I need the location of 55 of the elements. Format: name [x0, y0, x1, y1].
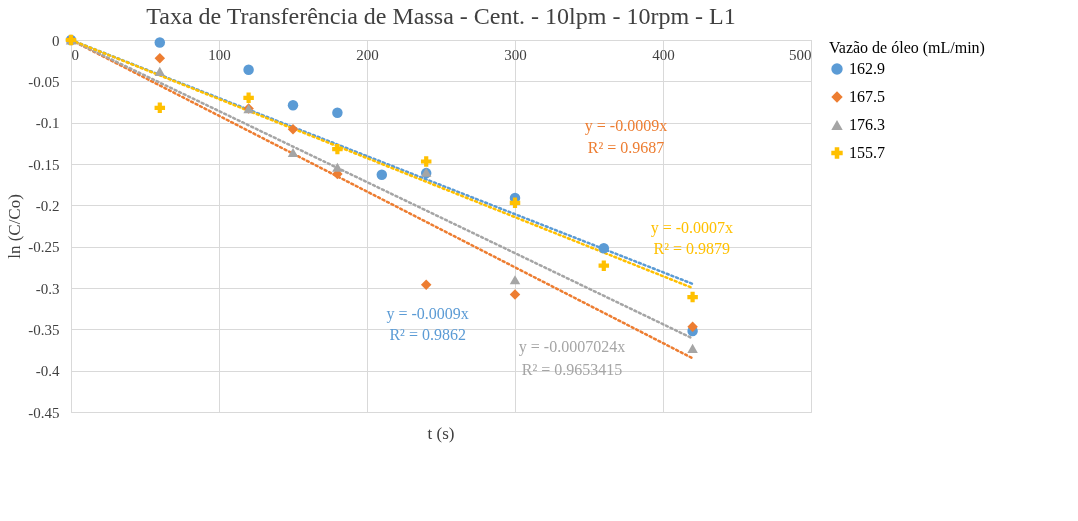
point	[509, 197, 521, 209]
y-tick-label: -0.25	[28, 239, 60, 256]
annotation: R² = 0.9687	[587, 138, 665, 156]
point	[154, 102, 166, 114]
point	[420, 156, 432, 167]
annotation: y = -0.0009x	[386, 305, 469, 324]
legend-label: 162.9	[849, 60, 885, 77]
legend-label: 176.3	[849, 116, 885, 133]
x-tick-label: 400	[652, 46, 675, 63]
legend-label: 155.7	[849, 144, 885, 161]
y-tick-label: -0.3	[35, 280, 60, 297]
annotation: y = -0.0009x	[584, 116, 668, 135]
point	[598, 260, 610, 271]
point	[243, 64, 254, 75]
point	[154, 52, 166, 64]
y-tick-label: -0.05	[28, 73, 60, 90]
point	[687, 291, 698, 303]
point	[243, 92, 254, 104]
y-tick-label: -0.2	[35, 197, 60, 214]
annotation: y = -0.0007024x	[518, 337, 626, 356]
x-tick-label: 0	[71, 46, 79, 63]
point	[598, 243, 610, 254]
annotation: R² = 0.9862	[389, 326, 466, 343]
x-tick-label: 200	[356, 46, 379, 63]
y-tick-label: 0	[52, 32, 60, 49]
point	[687, 321, 698, 333]
point	[287, 147, 299, 157]
point	[420, 279, 432, 290]
point	[509, 289, 521, 300]
y-tick-label: -0.1	[35, 115, 60, 132]
point	[154, 66, 166, 76]
point	[154, 37, 166, 48]
point	[332, 143, 343, 155]
point	[687, 343, 698, 353]
point	[332, 162, 343, 172]
annotation: R² = 0.9653415	[521, 360, 623, 378]
x-tick-label: 500	[789, 46, 812, 63]
y-tick-label: -0.45	[28, 404, 60, 421]
y-tick-label: -0.4	[35, 363, 60, 380]
legend-label: 167.5	[849, 88, 885, 105]
y-tick-label: -0.15	[28, 156, 60, 173]
point	[287, 100, 299, 111]
chart-title: Taxa de Transferência de Massa - Cent. - 10lpm - 10rpm - L1	[146, 3, 736, 29]
x-tick-label: 300	[504, 46, 527, 63]
x-tick-label: 100	[208, 46, 231, 63]
point	[287, 124, 299, 135]
point	[332, 107, 343, 118]
annotation: y = -0.0007x	[650, 218, 734, 237]
point	[376, 169, 388, 180]
legend-title: Vazão de óleo (mL/min)	[829, 39, 985, 57]
annotation: R² = 0.9879	[653, 240, 731, 258]
y-tick-label: -0.35	[28, 321, 60, 338]
x-axis-title: t (s)	[427, 424, 455, 443]
point	[509, 275, 521, 285]
y-axis-title: ln (C/Co)	[5, 194, 25, 259]
